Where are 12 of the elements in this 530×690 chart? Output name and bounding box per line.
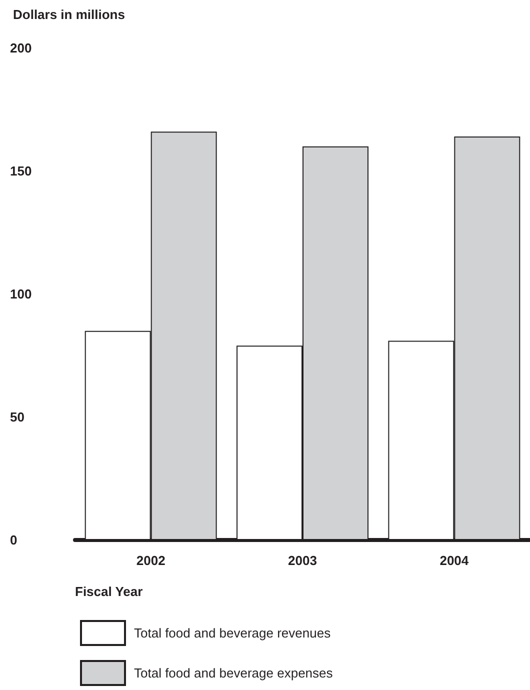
y-tick-label: 100 (10, 286, 32, 302)
y-axis-title: Dollars in millions (13, 7, 125, 22)
y-tick-label: 150 (10, 164, 32, 178)
x-tick-label: 2003 (288, 553, 317, 568)
legend-label: Total food and beverage revenues (134, 626, 332, 640)
y-tick-label: 200 (10, 40, 32, 56)
x-tick-label: 2002 (136, 553, 166, 568)
y-tick-label: 0 (10, 532, 18, 548)
x-axis-title: Fiscal Year (75, 584, 143, 599)
legend-label: Total food and beverage expenses (134, 666, 334, 680)
x-tick-label: 2004 (440, 553, 470, 568)
y-tick-label: 50 (10, 410, 24, 424)
